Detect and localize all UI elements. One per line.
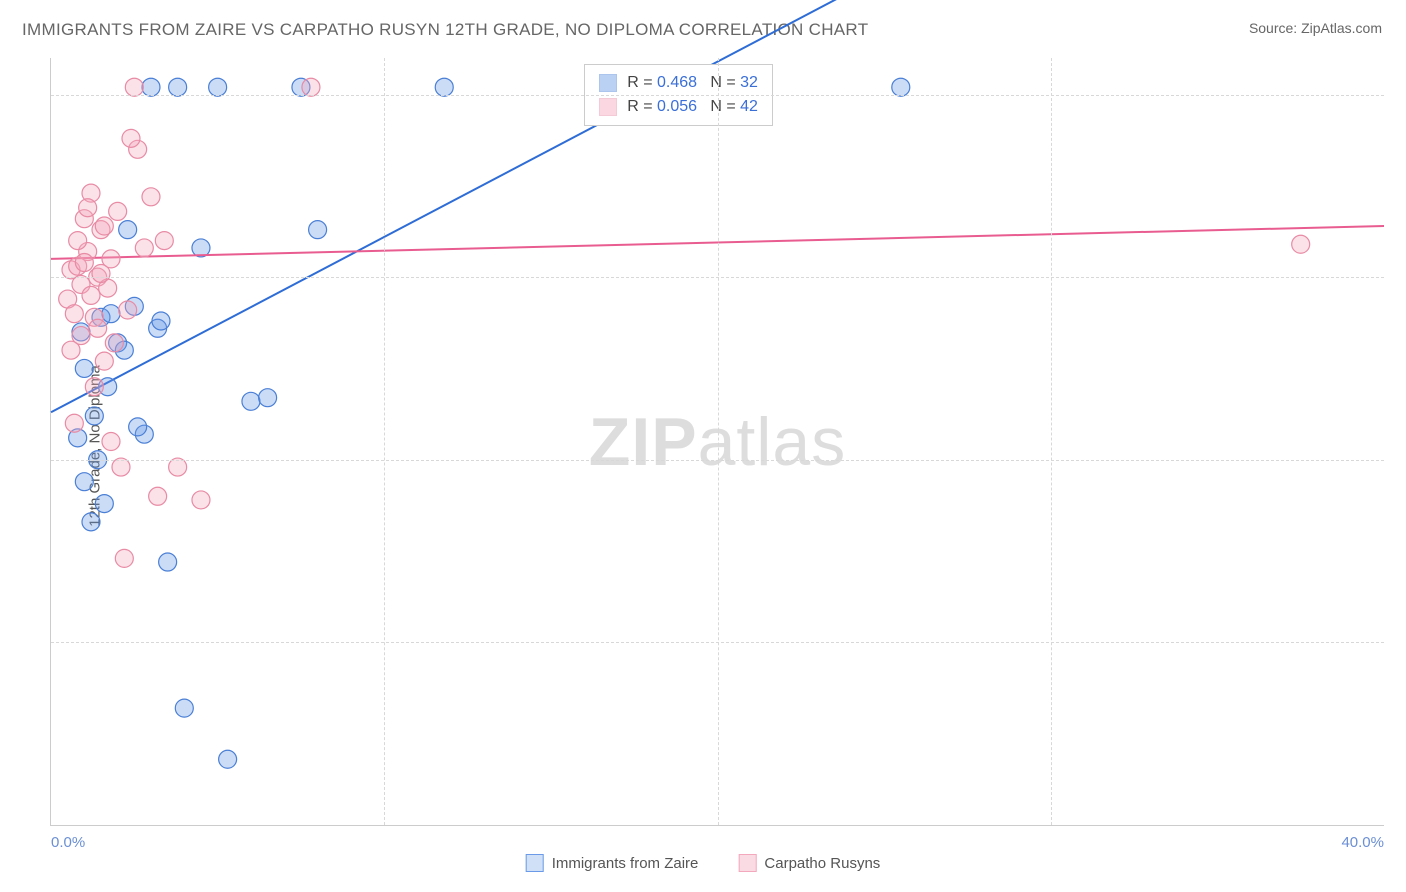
data-point [152, 312, 170, 330]
data-point [219, 750, 237, 768]
data-point [142, 78, 160, 96]
data-point [169, 78, 187, 96]
legend-label: Carpatho Rusyns [764, 855, 880, 872]
data-point [92, 264, 110, 282]
legend-stats: R = 0.056 N = 42 [627, 98, 758, 116]
data-point [892, 78, 910, 96]
data-point [85, 407, 103, 425]
data-point [155, 232, 173, 250]
data-point [85, 378, 103, 396]
y-tick-label: 95.0% [1396, 269, 1406, 286]
legend-label: Immigrants from Zaire [552, 855, 699, 872]
legend-swatch [738, 854, 756, 872]
gridline-vertical [1051, 58, 1052, 825]
data-point [175, 699, 193, 717]
data-point [259, 389, 277, 407]
series-legend: Immigrants from Zaire Carpatho Rusyns [526, 854, 881, 872]
data-point [95, 217, 113, 235]
data-point [109, 202, 127, 220]
data-point [242, 392, 260, 410]
data-point [89, 319, 107, 337]
data-point [102, 433, 120, 451]
legend-stats: R = 0.468 N = 32 [627, 74, 758, 92]
data-point [75, 254, 93, 272]
data-point [119, 301, 137, 319]
legend-swatch [599, 98, 617, 116]
data-point [75, 473, 93, 491]
series-legend-item: Immigrants from Zaire [526, 854, 699, 872]
data-point [82, 513, 100, 531]
data-point [129, 418, 147, 436]
legend-row: R = 0.468 N = 32 [599, 71, 758, 95]
data-point [82, 286, 100, 304]
data-point [79, 199, 97, 217]
data-point [1292, 235, 1310, 253]
x-tick-label: 40.0% [1341, 834, 1384, 851]
data-point [105, 334, 123, 352]
legend-swatch [599, 74, 617, 92]
data-point [115, 549, 133, 567]
data-point [112, 458, 130, 476]
data-point [169, 458, 187, 476]
data-point [125, 78, 143, 96]
data-point [149, 487, 167, 505]
gridline-vertical [384, 58, 385, 825]
source-label: Source: ZipAtlas.com [1249, 20, 1382, 36]
data-point [302, 78, 320, 96]
data-point [65, 305, 83, 323]
data-point [75, 359, 93, 377]
data-point [102, 305, 120, 323]
data-point [95, 495, 113, 513]
x-tick-label: 0.0% [51, 834, 85, 851]
gridline-vertical [718, 58, 719, 825]
data-point [135, 239, 153, 257]
data-point [209, 78, 227, 96]
data-point [62, 341, 80, 359]
data-point [95, 352, 113, 370]
data-point [119, 221, 137, 239]
series-legend-item: Carpatho Rusyns [738, 854, 880, 872]
legend-row: R = 0.056 N = 42 [599, 95, 758, 119]
chart-title: IMMIGRANTS FROM ZAIRE VS CARPATHO RUSYN … [22, 20, 868, 40]
plot-area: ZIPatlas R = 0.468 N = 32 R = 0.056 N = … [50, 58, 1384, 826]
data-point [69, 232, 87, 250]
data-point [309, 221, 327, 239]
legend-swatch [526, 854, 544, 872]
y-tick-label: 90.0% [1396, 451, 1406, 468]
data-point [159, 553, 177, 571]
data-point [65, 414, 83, 432]
data-point [435, 78, 453, 96]
data-point [192, 491, 210, 509]
data-point [122, 129, 140, 147]
y-tick-label: 85.0% [1396, 634, 1406, 651]
y-tick-label: 100.0% [1396, 86, 1406, 103]
data-point [142, 188, 160, 206]
